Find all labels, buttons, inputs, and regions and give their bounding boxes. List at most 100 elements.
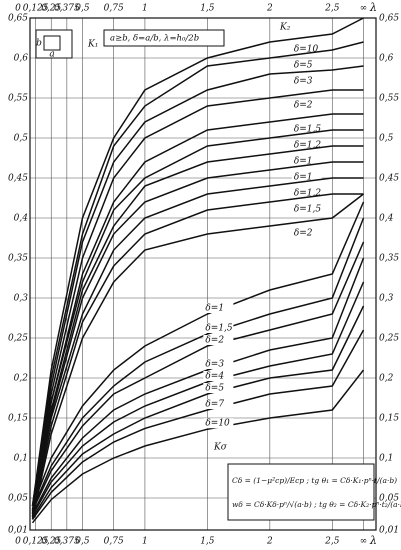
label-bg bbox=[203, 323, 234, 333]
curve-label: δ=3 bbox=[205, 360, 224, 370]
y-tick-label: 0,1 bbox=[14, 454, 28, 464]
x-tick-label: 0 bbox=[15, 537, 21, 547]
x-tick-label: 1,5 bbox=[200, 537, 215, 547]
curve-label: δ=1,5 bbox=[205, 324, 233, 334]
x-tick-label: 2,5 bbox=[324, 537, 340, 547]
x-tick-label: 0,375 bbox=[54, 537, 80, 547]
y-tick-label-right: 0,45 bbox=[379, 174, 399, 184]
curve bbox=[31, 161, 364, 516]
label-bg bbox=[291, 60, 322, 70]
x-tick-label-top: 0,25 bbox=[41, 4, 61, 14]
curve-label: δ=1 bbox=[294, 173, 313, 183]
curve-label: δ=10 bbox=[294, 45, 319, 55]
y-tick-label-right: 0,6 bbox=[379, 54, 394, 64]
curve-label: δ=1,5 bbox=[294, 205, 322, 215]
x-tick-label-top: 0,75 bbox=[104, 4, 124, 14]
curve-label: δ=5 bbox=[205, 384, 224, 394]
curve bbox=[31, 145, 364, 515]
annotation: a bbox=[49, 50, 54, 60]
y-tick-label-right: 0,25 bbox=[379, 334, 399, 344]
curve bbox=[31, 201, 365, 507]
y-tick-label: 0,15 bbox=[8, 414, 28, 424]
curve bbox=[31, 65, 364, 511]
y-tick-label-right: 0,65 bbox=[379, 14, 399, 24]
plot-frame bbox=[29, 17, 377, 531]
x-tick-label-top: 0,125 bbox=[23, 4, 49, 14]
x-axis-label-top: λ bbox=[369, 1, 377, 14]
label-bg bbox=[203, 335, 234, 345]
x-tick-label: 1 bbox=[142, 537, 148, 547]
y-tick-label-right: 0,05 bbox=[379, 494, 399, 504]
x-tick-label-top: ∞ bbox=[360, 4, 368, 14]
curve-label: δ=2 bbox=[294, 229, 313, 239]
x-tick-label-top: 0,5 bbox=[75, 4, 90, 14]
x-tick-label: 0,125 bbox=[23, 537, 49, 547]
label-bg bbox=[291, 124, 322, 134]
label-bg bbox=[203, 399, 234, 409]
x-tick-label: 0,25 bbox=[41, 537, 61, 547]
y-tick-label-right: 0,35 bbox=[379, 254, 399, 264]
y-tick-label-right: 0,3 bbox=[379, 294, 394, 304]
curve bbox=[31, 369, 365, 524]
y-tick-label: 0,05 bbox=[8, 494, 28, 504]
y-tick-label: 0,01 bbox=[8, 526, 28, 536]
curve bbox=[31, 257, 365, 515]
y-tick-label-right: 0,01 bbox=[379, 526, 399, 536]
y-tick-label: 0,45 bbox=[8, 174, 28, 184]
x-tick-label: ∞ bbox=[360, 537, 368, 547]
label-bg bbox=[291, 44, 322, 54]
annotation: b bbox=[36, 39, 42, 49]
curve-label: δ=1,2 bbox=[294, 189, 322, 199]
y-tick-label: 0,4 bbox=[14, 214, 29, 224]
inset-plate bbox=[35, 29, 73, 59]
y-tick-label-right: 0,2 bbox=[379, 374, 394, 384]
y-tick-label: 0,5 bbox=[14, 134, 29, 144]
curve-label: δ=2 bbox=[294, 101, 313, 111]
curve bbox=[31, 193, 364, 519]
x-tick-label-top: 1,5 bbox=[200, 4, 215, 14]
label-bg bbox=[291, 156, 322, 166]
x-tick-label: 0,75 bbox=[104, 537, 124, 547]
x-tick-label-top: 2,5 bbox=[324, 4, 340, 14]
curve-label: δ=4 bbox=[205, 372, 224, 382]
y-tick-label: 0,25 bbox=[8, 334, 28, 344]
curve bbox=[31, 305, 365, 519]
label-bg bbox=[203, 359, 234, 369]
y-tick-label: 0,55 bbox=[8, 94, 28, 104]
curve bbox=[31, 241, 365, 512]
curve bbox=[31, 177, 364, 517]
label-bg bbox=[291, 228, 322, 238]
y-tick-label: 0,3 bbox=[14, 294, 29, 304]
curve-label: δ=1,5 bbox=[294, 125, 322, 135]
y-tick-label-right: 0,5 bbox=[379, 134, 394, 144]
curve-label: δ=1 bbox=[205, 304, 224, 314]
formula-box bbox=[227, 463, 375, 521]
label-bg bbox=[291, 140, 322, 150]
annotation: Cδ = (1−μ²cp)/Ecp ; tg θ₁ = Cδ·K₁·pⁿ·t/(… bbox=[232, 476, 397, 485]
y-tick-label-right: 0,15 bbox=[379, 414, 399, 424]
label-bg bbox=[291, 204, 322, 214]
curve bbox=[31, 193, 364, 518]
annotation: K₁ bbox=[87, 40, 98, 50]
curve-label: δ=5 bbox=[294, 61, 313, 71]
curve bbox=[31, 281, 365, 516]
curve bbox=[31, 89, 364, 511]
label-bg bbox=[203, 383, 234, 393]
x-tick-label-top: 0 bbox=[15, 4, 21, 14]
y-tick-label: 0,65 bbox=[8, 14, 28, 24]
x-tick-label-top: 2 bbox=[266, 4, 273, 14]
curve-label: δ=2 bbox=[205, 336, 224, 346]
x-tick-label-top: 1 bbox=[142, 4, 148, 14]
x-tick-label: 2 bbox=[266, 537, 273, 547]
label-bg bbox=[203, 418, 234, 429]
y-tick-label-right: 0,55 bbox=[379, 94, 399, 104]
curve-label: δ=3 bbox=[294, 77, 313, 87]
label-bg bbox=[203, 303, 234, 313]
curve bbox=[31, 217, 365, 510]
x-tick-label-top: 0,375 bbox=[54, 4, 80, 14]
inset-cell bbox=[43, 35, 61, 51]
label-bg bbox=[203, 371, 234, 381]
curve-label: δ=7 bbox=[205, 400, 224, 410]
y-tick-label: 0,6 bbox=[14, 54, 29, 64]
